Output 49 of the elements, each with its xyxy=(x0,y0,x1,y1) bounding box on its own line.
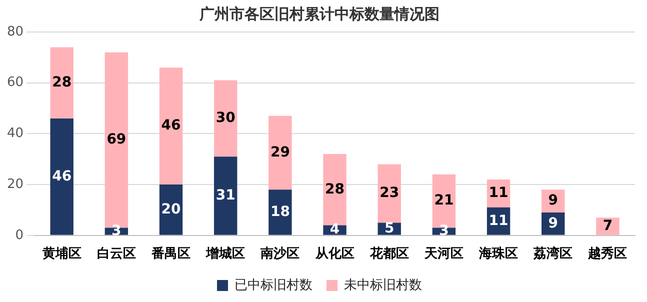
x-tick-label: 荔湾区 xyxy=(532,246,573,262)
x-tick-label: 越秀区 xyxy=(587,246,628,262)
y-tick-label: 60 xyxy=(6,75,24,90)
data-label: 5 xyxy=(384,220,394,236)
x-tick-label: 黄埔区 xyxy=(41,246,82,262)
data-label: 23 xyxy=(380,185,400,202)
legend-label: 已中标旧村数 xyxy=(234,278,312,293)
bar xyxy=(214,156,238,235)
chart-title: 广州市各区旧村累计中标数量情况图 xyxy=(198,4,440,23)
data-label: 46 xyxy=(161,118,181,134)
y-tick-label: 80 xyxy=(6,24,24,40)
data-label: 21 xyxy=(434,192,454,209)
bar xyxy=(268,116,292,190)
data-label: 31 xyxy=(216,187,236,204)
y-tick-label: 20 xyxy=(6,176,24,192)
x-tick-label: 白云区 xyxy=(96,246,136,262)
x-tick-label: 从化区 xyxy=(314,246,354,262)
bar xyxy=(378,164,401,223)
x-tick-label: 南沙区 xyxy=(260,246,300,262)
bar xyxy=(268,190,292,235)
bar xyxy=(50,47,74,118)
bar xyxy=(159,68,183,185)
bar xyxy=(214,80,238,157)
data-label: 28 xyxy=(52,74,72,90)
x-tick-label: 海珠区 xyxy=(478,246,518,262)
y-tick-label: 0 xyxy=(15,228,24,243)
data-label: 7 xyxy=(602,218,613,234)
data-label: 9 xyxy=(548,192,558,209)
data-label: 4 xyxy=(330,222,340,238)
data-label: 11 xyxy=(488,185,508,202)
data-label: 69 xyxy=(106,132,126,148)
data-label: 11 xyxy=(488,212,508,229)
data-label: 3 xyxy=(112,222,122,239)
data-label: 9 xyxy=(548,215,558,232)
data-label: 3 xyxy=(439,222,449,239)
data-label: 30 xyxy=(216,110,236,126)
x-tick-label: 增城区 xyxy=(205,246,246,262)
legend-label: 未中标旧村数 xyxy=(344,278,422,293)
x-tick-label: 花都区 xyxy=(368,246,409,262)
data-label: 29 xyxy=(270,144,290,160)
bar xyxy=(50,118,74,235)
data-label: 46 xyxy=(52,168,72,184)
x-tick-label: 番禺区 xyxy=(150,246,191,262)
x-tick-label: 天河区 xyxy=(423,246,464,262)
data-label: 20 xyxy=(161,201,182,218)
data-label: 28 xyxy=(325,181,345,198)
y-tick-label: 40 xyxy=(6,126,24,142)
bar xyxy=(596,218,620,235)
data-label: 18 xyxy=(270,204,290,220)
